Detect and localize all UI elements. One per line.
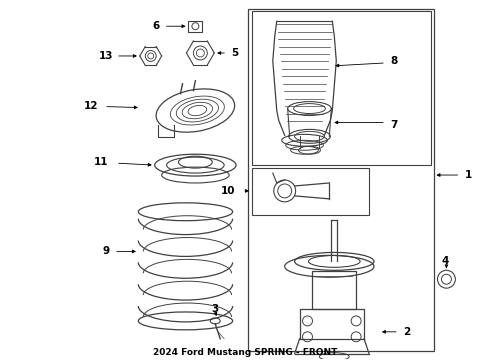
- Text: 9: 9: [102, 247, 110, 256]
- Text: 2: 2: [403, 327, 410, 337]
- Text: 8: 8: [390, 56, 397, 66]
- Text: 12: 12: [84, 100, 98, 111]
- Text: 10: 10: [221, 186, 235, 196]
- Text: 2024 Ford Mustang SPRING - FRONT: 2024 Ford Mustang SPRING - FRONT: [153, 348, 337, 357]
- Text: 13: 13: [99, 51, 113, 61]
- Text: 11: 11: [94, 157, 108, 167]
- Bar: [252, 11, 431, 165]
- Text: 1: 1: [465, 170, 472, 180]
- Text: 4: 4: [442, 256, 449, 266]
- Text: 7: 7: [390, 121, 397, 130]
- Bar: [189, 21, 202, 32]
- Text: 3: 3: [212, 304, 219, 314]
- Bar: [252, 168, 369, 215]
- Bar: [248, 9, 434, 351]
- Bar: [313, 271, 356, 309]
- Text: 6: 6: [152, 21, 159, 31]
- Text: 5: 5: [231, 48, 239, 58]
